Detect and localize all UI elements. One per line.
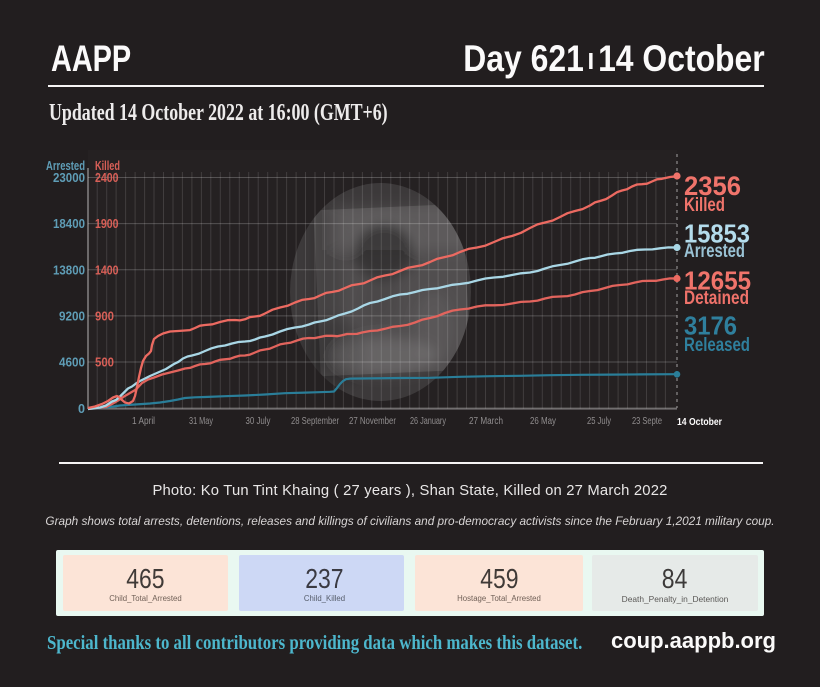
svg-text:Arrested: Arrested — [46, 158, 85, 173]
svg-text:30 July: 30 July — [246, 416, 271, 427]
svg-text:1 April: 1 April — [132, 416, 155, 427]
svg-text:2400: 2400 — [95, 170, 119, 185]
svg-text:1900: 1900 — [95, 216, 119, 231]
svg-text:2356: 2356 — [684, 171, 741, 201]
svg-text:Killed: Killed — [95, 158, 120, 173]
svg-text:23 Septe: 23 Septe — [632, 416, 662, 427]
svg-text:26 May: 26 May — [530, 416, 556, 427]
svg-text:900: 900 — [95, 309, 114, 324]
svg-text:14 October: 14 October — [677, 416, 722, 428]
svg-text:3176: 3176 — [684, 311, 737, 341]
svg-text:31 May: 31 May — [189, 416, 213, 427]
svg-text:500: 500 — [95, 355, 114, 370]
svg-text:12655: 12655 — [684, 266, 751, 296]
svg-text:28 September: 28 September — [291, 416, 340, 427]
svg-text:Detained: Detained — [684, 288, 749, 309]
svg-text:0: 0 — [78, 401, 85, 416]
svg-text:23000: 23000 — [53, 170, 85, 185]
svg-text:9200: 9200 — [59, 309, 85, 324]
svg-text:1400: 1400 — [95, 262, 119, 277]
svg-text:4600: 4600 — [59, 355, 85, 370]
svg-text:Killed: Killed — [684, 195, 725, 216]
svg-text:26 January: 26 January — [410, 416, 446, 427]
svg-text:Released: Released — [684, 335, 750, 356]
svg-text:15853: 15853 — [684, 219, 750, 249]
svg-text:18400: 18400 — [53, 216, 85, 231]
svg-text:27 November: 27 November — [349, 416, 397, 427]
svg-text:25 July: 25 July — [587, 416, 611, 427]
svg-text:27 March: 27 March — [469, 416, 503, 427]
svg-text:13800: 13800 — [53, 262, 85, 277]
svg-text:Arrested: Arrested — [684, 241, 745, 262]
